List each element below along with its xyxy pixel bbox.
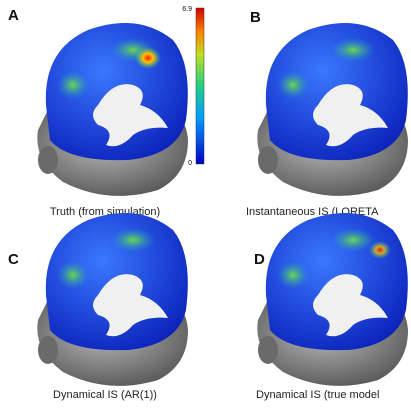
activation-hotspot [369,241,391,259]
colorbar-min: 0 [188,160,192,167]
panel-caption: Dynamical IS (AR(1)) [53,389,157,401]
activation-hotspot [135,47,161,69]
panel-label: A [8,7,19,24]
panel-label: C [8,251,19,268]
brain-render [257,213,408,386]
panel-label: D [254,251,265,268]
colorbar [196,8,204,164]
page: {"panels": [ {"label": "A", "caption": "… [0,0,411,410]
panel-caption: Dynamical IS (true model [256,389,380,401]
panel-label: B [250,9,261,26]
colorbar-max: 6.9 [182,6,192,13]
brain-render [37,23,188,196]
brain-render [37,213,188,386]
brain-render [257,23,408,196]
figure: A Truth (from simulation) 6.9 0 B Instan… [0,0,411,410]
